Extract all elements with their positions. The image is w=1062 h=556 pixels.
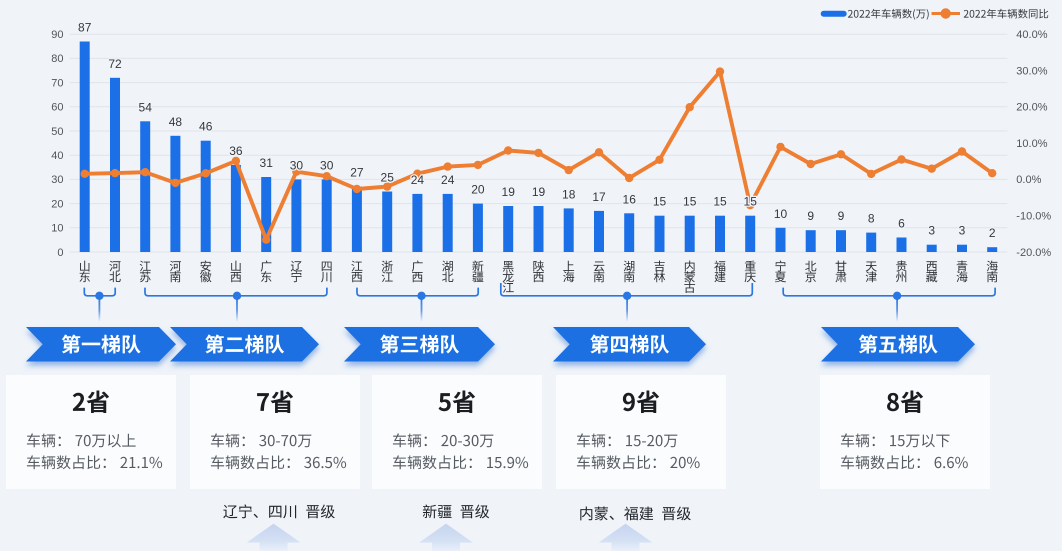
svg-text:27: 27 [350,166,364,180]
svg-text:19: 19 [502,185,516,199]
svg-text:3: 3 [928,224,935,238]
svg-text:31: 31 [260,156,274,170]
svg-text:40: 40 [51,150,63,162]
svg-text:48: 48 [169,115,183,129]
svg-text:40.0%: 40.0% [1016,29,1047,41]
svg-text:10.0%: 10.0% [1016,138,1047,150]
svg-text:46: 46 [199,120,213,134]
svg-text:-10.0%: -10.0% [1016,211,1051,223]
svg-text:18: 18 [562,187,576,201]
svg-text:6: 6 [898,217,905,231]
svg-text:2: 2 [989,226,996,240]
svg-text:24: 24 [411,173,425,187]
svg-text:10: 10 [51,223,63,235]
svg-text:20.0%: 20.0% [1016,102,1047,114]
svg-text:25: 25 [381,171,395,185]
svg-text:15: 15 [683,195,697,209]
svg-text:9: 9 [838,209,845,223]
svg-text:17: 17 [592,190,606,204]
svg-text:15: 15 [744,195,758,209]
svg-text:72: 72 [108,57,122,71]
svg-text:8: 8 [868,212,875,226]
svg-text:9: 9 [807,209,814,223]
svg-text:90: 90 [51,29,63,41]
svg-text:3: 3 [959,224,966,238]
svg-text:30.0%: 30.0% [1016,65,1047,77]
svg-text:15: 15 [713,195,727,209]
svg-text:0.0%: 0.0% [1016,174,1041,186]
svg-text:36: 36 [229,144,243,158]
svg-text:20: 20 [51,198,63,210]
svg-text:0: 0 [57,247,63,259]
svg-text:30: 30 [51,174,63,186]
svg-text:10: 10 [774,207,788,221]
svg-text:87: 87 [78,21,92,35]
svg-text:19: 19 [532,185,546,199]
svg-text:60: 60 [51,102,63,114]
svg-text:16: 16 [623,192,637,206]
svg-text:70: 70 [51,77,63,89]
svg-text:-20.0%: -20.0% [1016,247,1051,259]
svg-text:24: 24 [441,173,455,187]
svg-text:50: 50 [51,126,63,138]
svg-text:30: 30 [290,158,304,172]
svg-text:54: 54 [139,100,153,114]
svg-text:30: 30 [320,158,334,172]
svg-text:15: 15 [653,195,667,209]
svg-text:20: 20 [471,183,485,197]
svg-text:80: 80 [51,53,63,65]
